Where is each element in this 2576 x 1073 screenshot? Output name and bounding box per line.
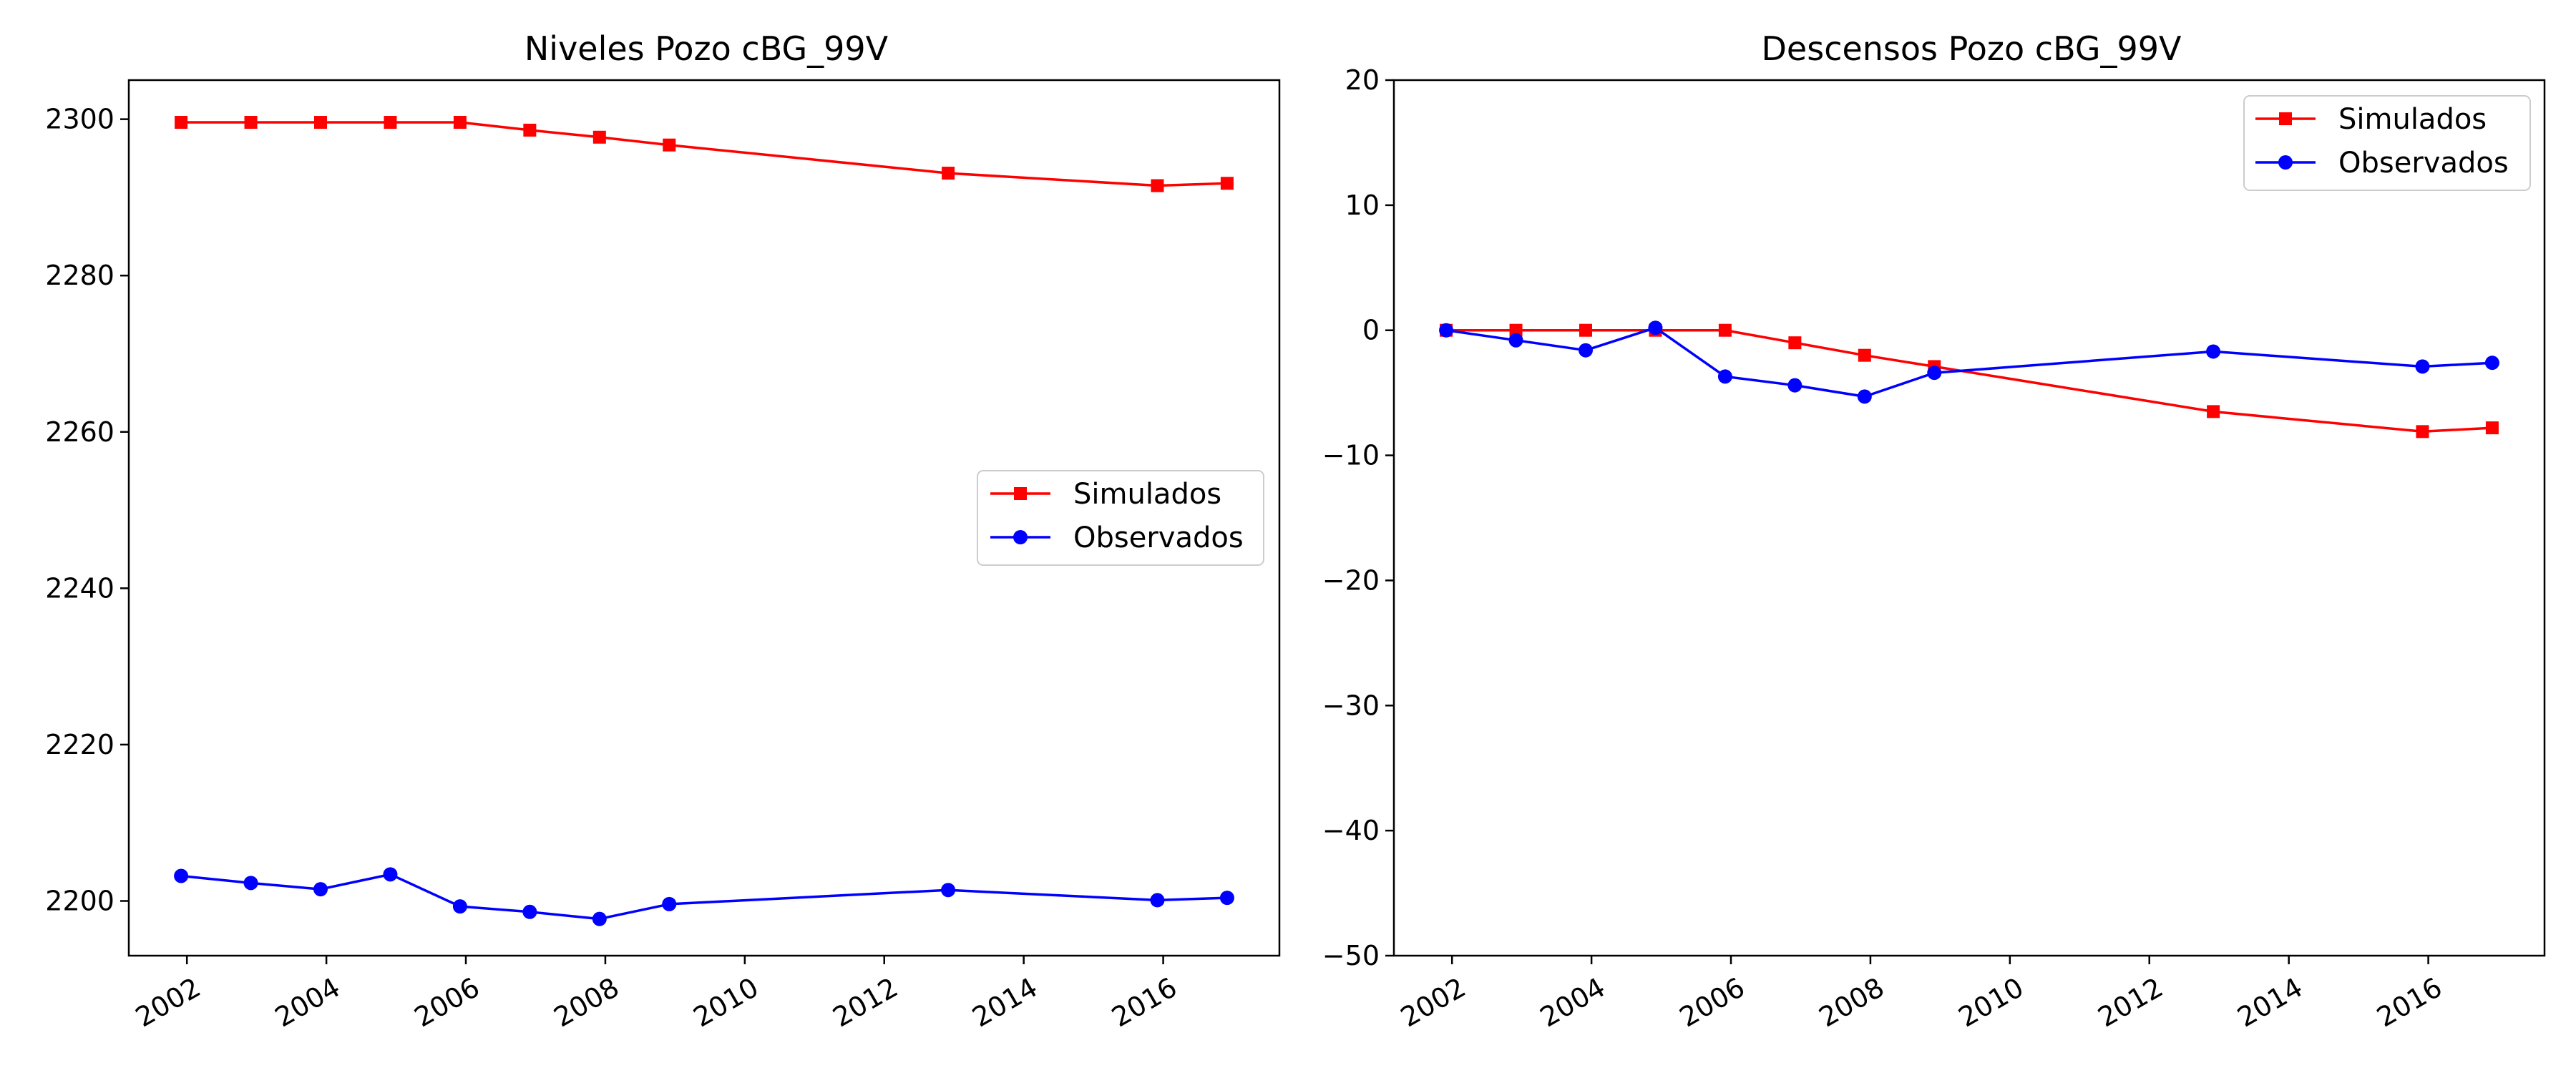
y-tick-label: −10 [1322, 440, 1380, 471]
y-tick-label: −30 [1322, 690, 1380, 721]
data-point-observados [1579, 343, 1593, 358]
data-point-observados [1508, 333, 1523, 348]
data-point-simulados [2416, 425, 2429, 438]
y-tick-label: 2280 [45, 260, 114, 291]
data-point-simulados [1151, 179, 1164, 192]
y-tick-label: 2200 [45, 886, 114, 917]
data-point-simulados [1579, 323, 1592, 337]
y-tick-label: 10 [1345, 190, 1380, 221]
data-point-observados [592, 911, 607, 926]
data-point-simulados [1220, 177, 1234, 190]
data-point-observados [2206, 344, 2221, 359]
legend-marker-observados [2278, 155, 2293, 170]
legend-marker-simulados [2279, 112, 2292, 125]
y-tick-label: −40 [1322, 815, 1380, 846]
data-point-observados [2484, 356, 2499, 371]
data-point-observados [243, 876, 258, 891]
data-point-simulados [942, 167, 955, 180]
y-tick-label: 2300 [45, 104, 114, 135]
data-point-simulados [1788, 336, 1802, 350]
axes-frame [1392, 79, 2546, 957]
data-point-observados [1439, 323, 1454, 338]
legend-label-simulados: Simulados [2338, 103, 2487, 136]
data-point-simulados [663, 138, 676, 152]
y-tick-label: −50 [1322, 940, 1380, 971]
data-point-simulados [384, 116, 397, 129]
data-point-simulados [1718, 323, 1732, 337]
data-point-simulados [523, 123, 537, 137]
y-tick-label: 2260 [45, 416, 114, 448]
y-tick-label: 0 [1362, 315, 1380, 346]
data-point-observados [1150, 893, 1165, 908]
data-point-observados [941, 883, 956, 898]
legend: Simulados Observados [977, 470, 1264, 566]
data-point-simulados [1858, 348, 1871, 362]
data-point-simulados [2485, 421, 2499, 435]
data-point-simulados [2207, 405, 2220, 418]
data-point-simulados [453, 116, 467, 129]
data-point-observados [174, 868, 189, 883]
data-point-simulados [175, 116, 188, 129]
y-tick-label: 20 [1345, 64, 1380, 96]
data-point-observados [1927, 366, 1942, 381]
data-point-observados [1219, 891, 1234, 906]
data-point-observados [662, 896, 677, 911]
axes-frame [127, 79, 1281, 957]
data-point-observados [452, 899, 467, 914]
data-point-observados [1857, 389, 1872, 404]
legend: Simulados Observados [2243, 95, 2531, 191]
legend-label-simulados: Simulados [1073, 478, 1221, 511]
y-tick-label: 2240 [45, 572, 114, 604]
data-point-simulados [1509, 323, 1523, 337]
data-point-observados [383, 867, 398, 882]
legend-label-observados: Observados [2338, 147, 2509, 180]
data-point-observados [522, 904, 537, 919]
legend-marker-simulados [1014, 487, 1027, 500]
legend-marker-observados [1013, 530, 1028, 544]
data-point-observados [313, 882, 328, 897]
chart-title: Niveles Pozo cBG_99V [525, 29, 889, 68]
y-tick-label: 2220 [45, 729, 114, 760]
chart-title: Descensos Pozo cBG_99V [1762, 29, 2182, 68]
y-tick-label: −20 [1322, 564, 1380, 596]
data-point-observados [1787, 378, 1802, 393]
legend-label-observados: Observados [1073, 521, 1244, 554]
data-point-simulados [314, 116, 327, 129]
data-point-observados [1717, 369, 1732, 384]
data-point-simulados [244, 116, 258, 129]
data-point-observados [2415, 359, 2430, 374]
data-point-observados [1648, 320, 1663, 335]
data-point-simulados [592, 130, 606, 144]
